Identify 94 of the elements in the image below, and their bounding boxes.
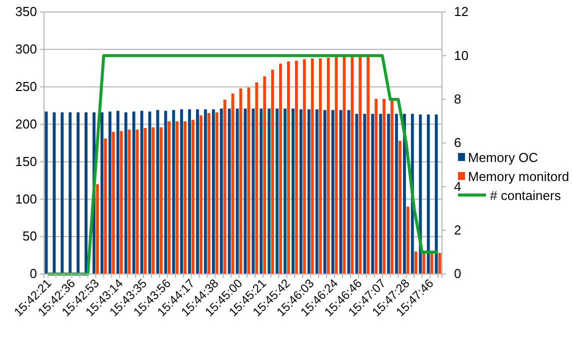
bar bbox=[223, 100, 226, 274]
y2-tick-label: 0 bbox=[454, 266, 462, 282]
bar bbox=[176, 121, 179, 274]
bar bbox=[196, 109, 199, 274]
bar bbox=[276, 108, 279, 274]
bar bbox=[184, 121, 186, 274]
y2-tick-label: 12 bbox=[454, 4, 468, 20]
y-tick-label: 300 bbox=[15, 42, 37, 57]
bar bbox=[350, 56, 354, 274]
bar bbox=[84, 112, 88, 274]
legend-label: Memory OC bbox=[468, 150, 538, 165]
y2-tick-label: 8 bbox=[454, 91, 462, 106]
bar bbox=[287, 61, 290, 274]
bar bbox=[414, 252, 418, 274]
bar bbox=[307, 109, 310, 274]
bar bbox=[215, 112, 218, 274]
bar bbox=[104, 138, 107, 274]
y2-tick-label: 6 bbox=[454, 135, 462, 150]
bar bbox=[318, 58, 322, 274]
y-tick-label: 50 bbox=[22, 228, 37, 244]
bar bbox=[326, 58, 330, 274]
bar bbox=[220, 108, 223, 274]
bar bbox=[156, 110, 160, 274]
bar bbox=[172, 110, 176, 274]
y-tick-label: 150 bbox=[15, 154, 37, 169]
bar bbox=[358, 56, 362, 274]
bar bbox=[207, 113, 210, 274]
bar bbox=[116, 110, 120, 274]
legend-label: # containers bbox=[490, 188, 562, 203]
y-tick-label: 350 bbox=[15, 4, 37, 20]
bar bbox=[387, 114, 390, 274]
y2-tick-label: 10 bbox=[454, 48, 468, 63]
bar bbox=[366, 56, 370, 274]
bar bbox=[295, 60, 298, 274]
bar bbox=[284, 108, 287, 274]
bar bbox=[406, 206, 410, 274]
y2-tick-label: 4 bbox=[454, 178, 462, 194]
y2-tick-label: 2 bbox=[454, 222, 462, 238]
bar bbox=[192, 120, 194, 274]
bar bbox=[168, 121, 171, 274]
bar bbox=[112, 132, 115, 274]
bar bbox=[68, 112, 72, 274]
bar bbox=[263, 76, 266, 274]
bar bbox=[180, 109, 184, 274]
bar bbox=[268, 108, 271, 274]
y-tick-label: 200 bbox=[15, 116, 37, 132]
bar bbox=[390, 98, 394, 274]
bar bbox=[382, 98, 386, 274]
bar bbox=[128, 130, 131, 274]
bar bbox=[108, 112, 112, 274]
legend-label: Memory monitord bbox=[468, 169, 570, 184]
bar bbox=[255, 82, 258, 274]
bar bbox=[228, 108, 231, 274]
bar bbox=[260, 108, 263, 274]
bar bbox=[434, 114, 438, 274]
bar bbox=[374, 98, 378, 274]
bar bbox=[160, 127, 163, 274]
bar bbox=[212, 109, 215, 274]
bar bbox=[398, 140, 402, 274]
bar bbox=[371, 114, 374, 274]
y-tick-label: 100 bbox=[15, 191, 37, 206]
bar bbox=[247, 88, 250, 274]
bar bbox=[426, 114, 430, 274]
y-tick-label: 250 bbox=[15, 79, 37, 94]
bar bbox=[355, 114, 358, 274]
bar bbox=[132, 112, 136, 274]
bar bbox=[310, 58, 314, 274]
bar bbox=[271, 70, 274, 274]
bar bbox=[300, 109, 302, 274]
bar bbox=[395, 114, 398, 274]
bar bbox=[199, 115, 202, 274]
bar bbox=[236, 108, 239, 274]
bar bbox=[363, 114, 366, 274]
bar bbox=[164, 110, 168, 274]
bar bbox=[323, 110, 326, 274]
bar bbox=[418, 114, 422, 274]
bar bbox=[379, 114, 382, 274]
bar bbox=[331, 110, 334, 274]
bar bbox=[96, 184, 99, 274]
bar bbox=[188, 109, 191, 274]
bar bbox=[204, 109, 207, 274]
bar bbox=[152, 127, 155, 274]
bar bbox=[76, 112, 80, 274]
bar bbox=[422, 252, 426, 274]
bar bbox=[124, 112, 128, 274]
bar bbox=[315, 109, 318, 274]
bar bbox=[60, 112, 64, 274]
bar bbox=[100, 112, 104, 274]
bar bbox=[120, 131, 123, 274]
line-series bbox=[46, 54, 440, 276]
bar bbox=[292, 108, 294, 274]
y-tick-label: 0 bbox=[30, 266, 37, 282]
bar bbox=[302, 59, 306, 274]
bar bbox=[279, 64, 282, 274]
